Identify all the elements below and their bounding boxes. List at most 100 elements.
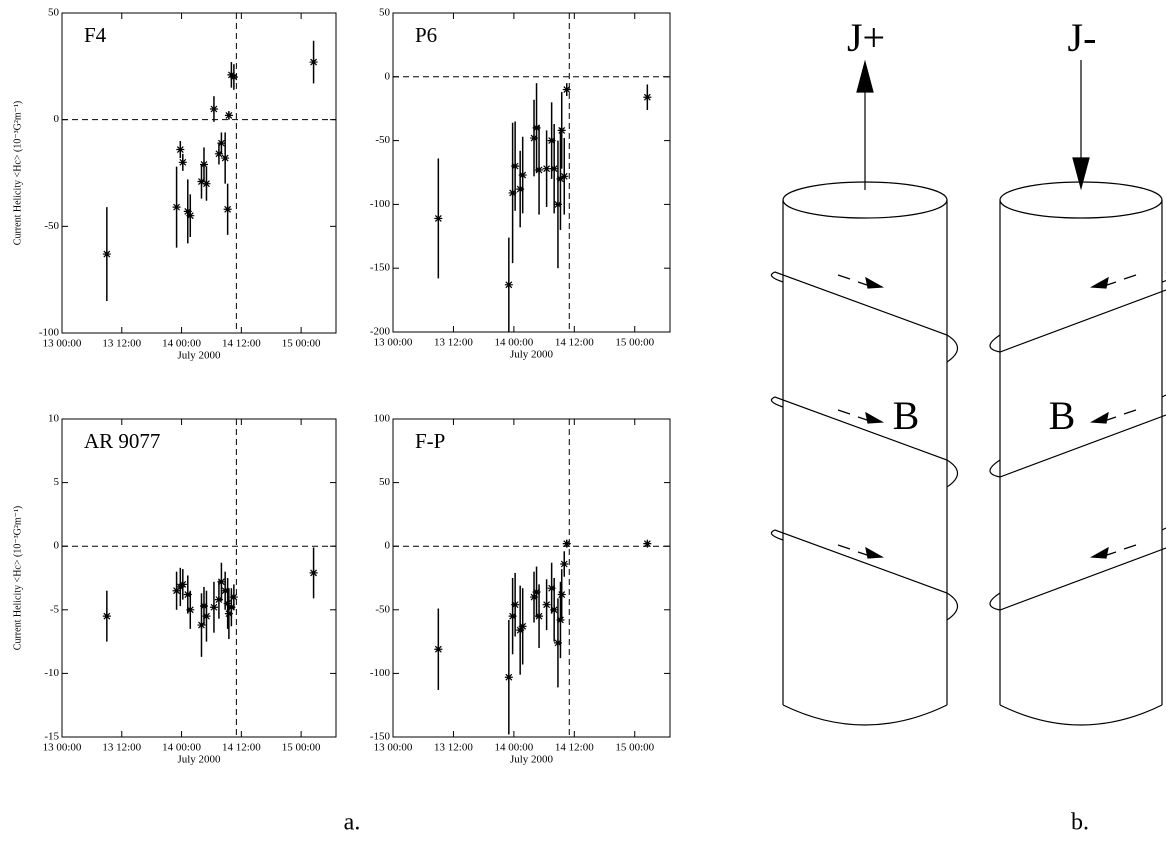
x-tick-label: 15 00:00 bbox=[282, 742, 321, 754]
current-label: J- bbox=[1068, 15, 1097, 60]
point bbox=[176, 145, 185, 154]
right-helix bbox=[989, 272, 1166, 611]
arrow-head bbox=[865, 411, 885, 424]
field-arrow bbox=[837, 409, 871, 422]
x-tick-label: 14 12:00 bbox=[555, 337, 594, 349]
cylinder-bottom bbox=[999, 704, 1163, 726]
point bbox=[547, 136, 556, 145]
point bbox=[532, 587, 541, 596]
point bbox=[309, 568, 318, 577]
point bbox=[516, 185, 525, 194]
caption: a. bbox=[344, 810, 361, 836]
panel-label: P6 bbox=[415, 23, 437, 47]
point bbox=[542, 164, 551, 173]
x-axis-label: July 2000 bbox=[177, 350, 221, 362]
point bbox=[562, 539, 571, 548]
point bbox=[221, 586, 230, 595]
plot-frame bbox=[61, 12, 337, 334]
point bbox=[504, 673, 513, 682]
point bbox=[532, 123, 541, 132]
y-tick-label: -100 bbox=[370, 667, 391, 679]
x-tick-label: 13 00:00 bbox=[374, 337, 413, 349]
y-tick-label: -50 bbox=[375, 134, 390, 146]
x-tick-label: 14 00:00 bbox=[162, 742, 201, 754]
x-tick-label: 13 00:00 bbox=[374, 742, 413, 754]
point bbox=[214, 149, 223, 158]
x-tick-label: 13 12:00 bbox=[102, 338, 141, 350]
x-tick-label: 14 00:00 bbox=[162, 338, 201, 350]
caption: b. bbox=[1071, 810, 1089, 836]
point bbox=[434, 214, 443, 223]
point bbox=[556, 615, 565, 624]
plot-frame bbox=[392, 418, 671, 738]
point bbox=[550, 605, 559, 614]
y-tick-label: 50 bbox=[379, 7, 391, 19]
point bbox=[221, 154, 230, 163]
x-tick-label: 13 12:00 bbox=[434, 742, 473, 754]
point bbox=[508, 188, 517, 197]
point bbox=[550, 164, 559, 173]
point bbox=[183, 590, 192, 599]
point bbox=[186, 605, 195, 614]
y-tick-label: -100 bbox=[39, 327, 60, 339]
point bbox=[224, 609, 233, 618]
point bbox=[504, 280, 513, 289]
point bbox=[516, 626, 525, 635]
point bbox=[202, 612, 211, 621]
point bbox=[217, 139, 226, 148]
x-tick-label: 14 12:00 bbox=[222, 742, 261, 754]
point bbox=[197, 621, 206, 630]
point bbox=[557, 590, 566, 599]
point bbox=[535, 165, 544, 174]
field-arrow bbox=[837, 274, 871, 287]
x-tick-label: 15 00:00 bbox=[615, 742, 654, 754]
panel-label: F4 bbox=[84, 23, 107, 47]
point bbox=[227, 603, 236, 612]
point bbox=[542, 600, 551, 609]
x-tick-label: 15 00:00 bbox=[615, 337, 654, 349]
field-label: B bbox=[1049, 393, 1076, 438]
flux-tube-diagram bbox=[770, 59, 1166, 726]
arrow-head bbox=[1072, 157, 1090, 191]
field-arrow bbox=[1103, 409, 1137, 422]
point bbox=[199, 601, 208, 610]
y-axis-label: Current Helicity <Hc> (10⁻³G²m⁻¹) bbox=[12, 101, 23, 245]
left-helix bbox=[770, 271, 959, 621]
point bbox=[217, 577, 226, 586]
x-tick-label: 14 12:00 bbox=[555, 742, 594, 754]
plot-frame bbox=[61, 418, 337, 738]
point bbox=[172, 586, 181, 595]
point bbox=[560, 172, 569, 181]
point bbox=[547, 584, 556, 593]
field-label: B bbox=[893, 393, 920, 438]
y-tick-label: -50 bbox=[44, 220, 59, 232]
point bbox=[530, 593, 539, 602]
arrow-head bbox=[1089, 546, 1109, 559]
point bbox=[557, 126, 566, 135]
x-tick-label: 13 00:00 bbox=[43, 742, 82, 754]
panel-label: F-P bbox=[415, 429, 445, 453]
point bbox=[530, 134, 539, 143]
point bbox=[223, 599, 232, 608]
y-tick-label: 10 bbox=[48, 413, 60, 425]
point bbox=[508, 612, 517, 621]
point bbox=[223, 205, 232, 214]
point bbox=[209, 105, 218, 113]
x-axis-label: July 2000 bbox=[510, 349, 554, 361]
y-tick-label: 100 bbox=[374, 413, 391, 425]
point bbox=[518, 622, 527, 631]
y-tick-label: 50 bbox=[379, 476, 391, 488]
point bbox=[511, 600, 520, 609]
x-axis-label: July 2000 bbox=[177, 754, 221, 766]
y-tick-label: -50 bbox=[375, 603, 390, 615]
y-tick-label: 0 bbox=[385, 70, 391, 82]
point bbox=[518, 171, 527, 180]
point bbox=[553, 200, 562, 209]
point bbox=[197, 177, 206, 186]
point bbox=[535, 612, 544, 621]
current-label: J+ bbox=[847, 15, 885, 60]
point bbox=[102, 250, 111, 259]
point bbox=[229, 593, 238, 602]
point bbox=[229, 73, 238, 81]
